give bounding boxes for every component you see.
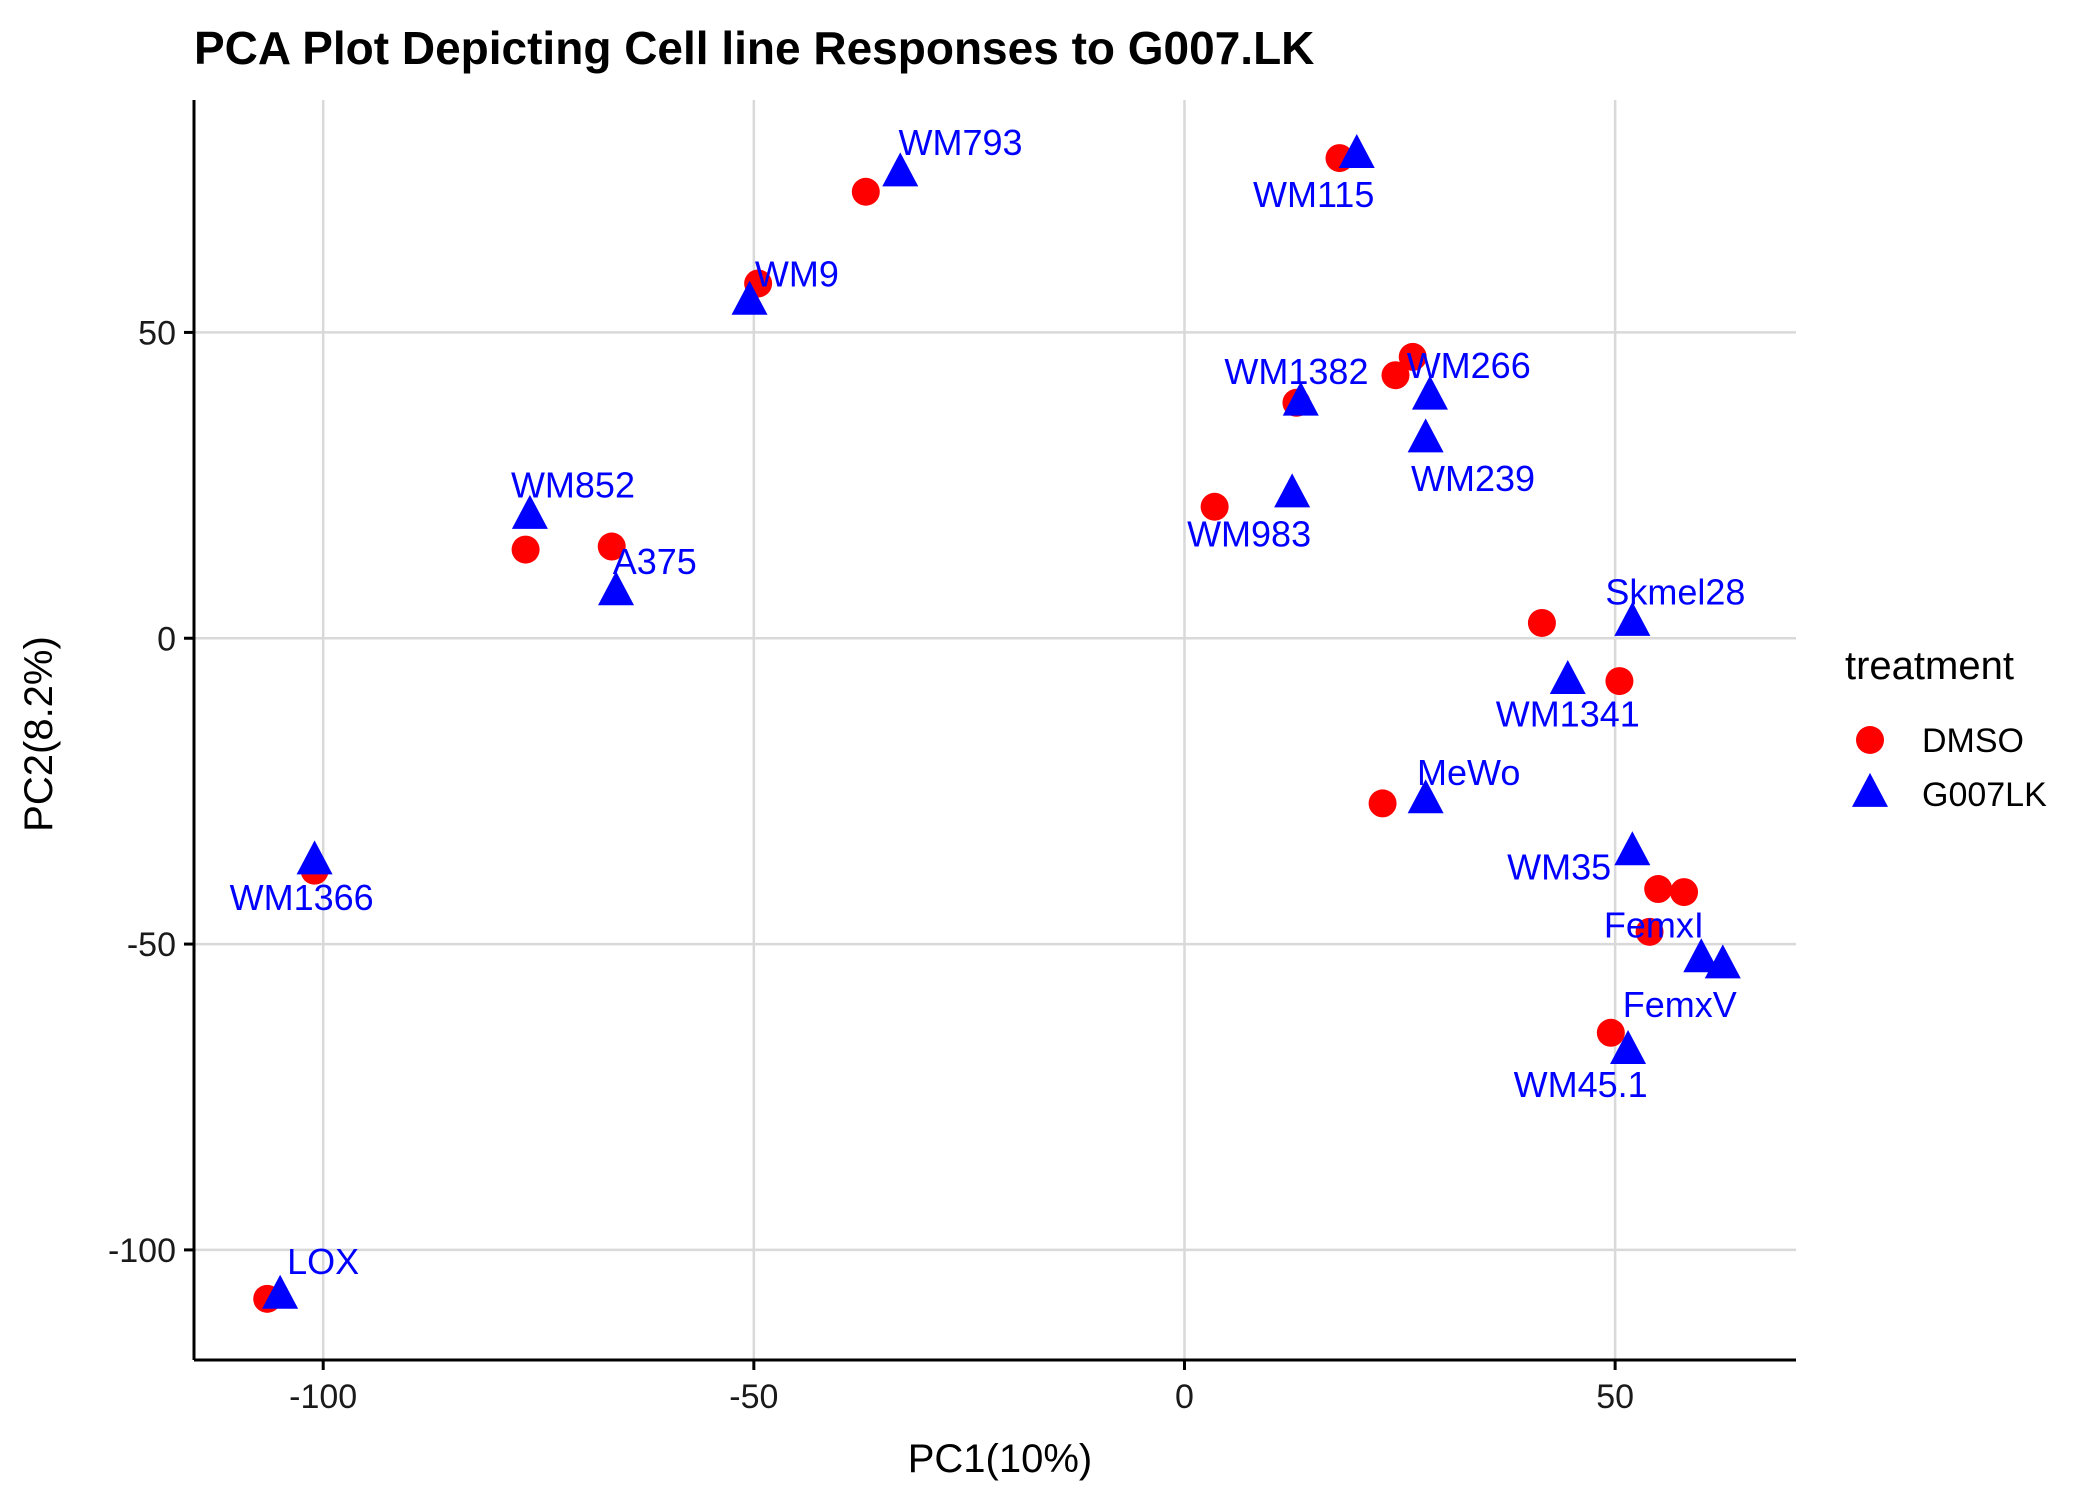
g007lk-point — [262, 1274, 299, 1309]
point-label: WM266 — [1407, 345, 1531, 386]
legend-key-g007lk — [1852, 772, 1888, 807]
dmso-point — [597, 532, 626, 561]
g007lk-point — [882, 152, 919, 187]
x-tick-label: 0 — [1175, 1378, 1194, 1416]
g007lk-point — [731, 280, 768, 315]
g007lk-point — [1614, 831, 1651, 866]
point-label: FemxV — [1623, 984, 1737, 1025]
g007lk-point — [1610, 1030, 1647, 1065]
dmso-point — [1605, 667, 1634, 696]
point-label: WM239 — [1411, 458, 1535, 499]
legend-label: G007LK — [1922, 776, 2047, 814]
g007lk-point — [296, 840, 333, 875]
y-tick-label: 0 — [157, 620, 176, 658]
legend-title: treatment — [1845, 644, 2014, 688]
g007lk-point — [1407, 418, 1444, 453]
x-axis-title: PC1(10%) — [908, 1437, 1093, 1481]
dmso-point — [1635, 917, 1664, 946]
y-tick-label: -100 — [108, 1232, 176, 1270]
g007lk-point — [1282, 381, 1319, 416]
point-label: A375 — [613, 541, 697, 582]
dmso-point — [851, 177, 880, 206]
legend-items: DMSO G007LK — [1852, 722, 2047, 814]
g007lk-point — [1407, 779, 1444, 814]
g007lk-point — [1274, 473, 1311, 508]
g007lk-point — [1704, 944, 1741, 979]
point-label: WM1382 — [1224, 351, 1368, 392]
legend-label: DMSO — [1922, 722, 2024, 760]
dmso-point — [511, 535, 540, 564]
dmso-point — [1200, 492, 1229, 521]
dmso-point — [1644, 875, 1673, 904]
dmso-point — [1670, 878, 1699, 907]
g007lk-point — [598, 571, 635, 606]
g007lk-point — [1411, 375, 1448, 410]
point-label: WM793 — [899, 122, 1023, 163]
point-label: MeWo — [1417, 752, 1520, 793]
g007lk-point — [1549, 659, 1586, 694]
point-label: WM852 — [511, 464, 635, 505]
x-tick-label: -50 — [729, 1378, 778, 1416]
dmso-point — [1596, 1018, 1625, 1047]
g007lk-point — [511, 494, 548, 529]
point-label: LOX — [287, 1241, 359, 1282]
y-axis-title: PC2(8.2%) — [17, 636, 61, 832]
point-label: WM45.1 — [1514, 1064, 1648, 1105]
legend: treatment DMSO G007LK — [1845, 644, 2047, 814]
dmso-point — [1381, 361, 1410, 390]
y-tick-label: 50 — [138, 314, 176, 352]
point-label: FemxI — [1604, 905, 1704, 946]
x-tick-label: 50 — [1596, 1378, 1634, 1416]
y-tick-label: -50 — [127, 926, 176, 964]
g007lk-point — [1338, 133, 1375, 168]
dmso-point — [1368, 789, 1397, 818]
g007lk-point — [1683, 938, 1720, 973]
legend-key-dmso — [1856, 726, 1884, 754]
point-labels-layer: WM793 WM9 WM115 WM1382 WM266 WM239 WM983 WM852 A… — [230, 122, 1746, 1282]
point-label: WM9 — [755, 253, 839, 294]
dmso-point — [1398, 342, 1427, 371]
chart-title: PCA Plot Depicting Cell line Responses t… — [194, 22, 1314, 74]
g007lk-point — [1614, 601, 1651, 636]
point-label: WM35 — [1507, 847, 1611, 888]
point-label: WM983 — [1187, 513, 1311, 554]
x-tick-label: -100 — [289, 1378, 357, 1416]
point-label: WM1366 — [230, 877, 374, 918]
point-label: WM1341 — [1496, 694, 1640, 735]
point-label: Skmel28 — [1605, 571, 1745, 612]
axis-layer: -100 -50 0 50 -100 -50 0 50 — [108, 100, 1796, 1416]
dmso-point — [1527, 608, 1556, 637]
marks-layer — [253, 133, 1741, 1313]
point-label: WM115 — [1253, 174, 1374, 215]
